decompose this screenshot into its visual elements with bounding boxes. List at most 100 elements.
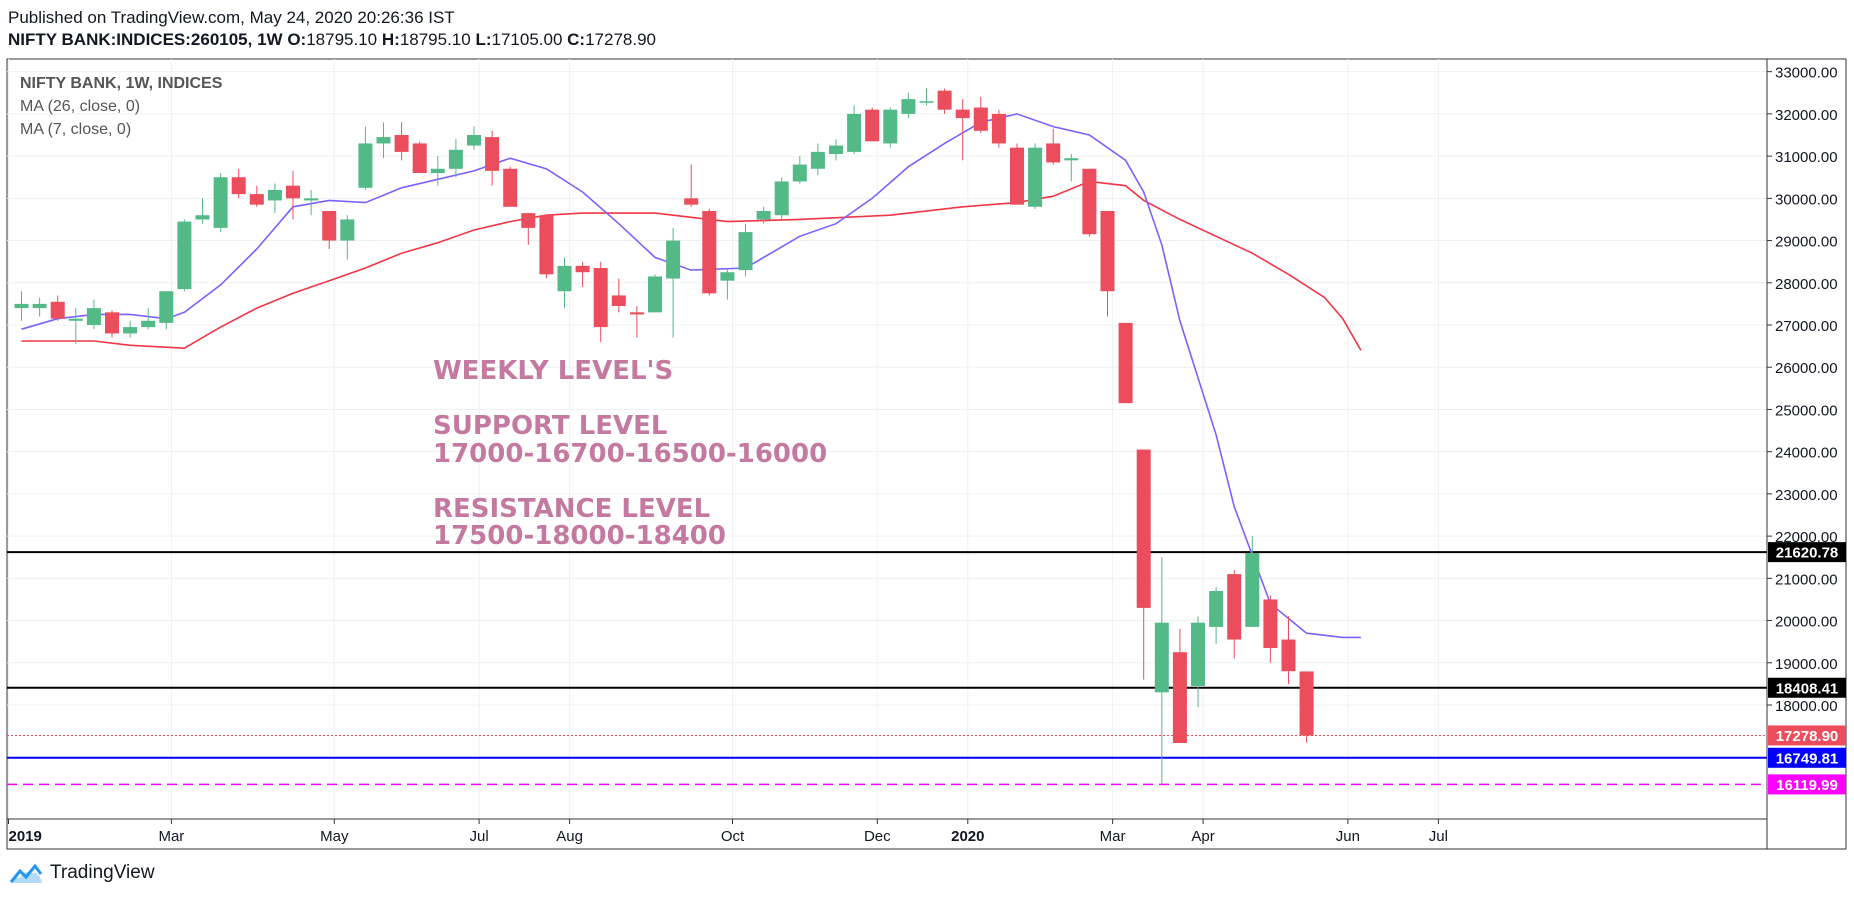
- candle-body-59: [1082, 168, 1097, 235]
- chart-frame: [6, 58, 1847, 850]
- x-tick-label-11: Jul: [1429, 828, 1448, 845]
- legend-ma26: MA (26, close, 0): [20, 98, 140, 115]
- candle-58: [1064, 154, 1079, 182]
- candle-body-3: [68, 318, 83, 321]
- level-badge-4: [1768, 774, 1846, 795]
- candle-18: [340, 215, 355, 260]
- tradingview-label: TradingView: [50, 862, 155, 883]
- candle-13: [249, 185, 264, 207]
- candle-body-64: [1172, 652, 1187, 743]
- candle-body-40: [738, 232, 753, 271]
- candle-52: [955, 99, 970, 161]
- candle-body-51: [937, 90, 952, 110]
- candle-body-54: [991, 113, 1006, 144]
- level-label-1: 18408.41: [1776, 680, 1839, 697]
- candle-body-43: [792, 164, 807, 182]
- candle-32: [593, 261, 608, 342]
- candle-body-45: [829, 145, 843, 154]
- candle-67: [1227, 569, 1242, 659]
- ma7-line: [21, 113, 1361, 639]
- candle-37: [684, 164, 699, 207]
- y-tick-label-24000: 24000.00: [1775, 445, 1838, 462]
- candle-body-61: [1118, 322, 1133, 404]
- candle-59: [1082, 168, 1097, 237]
- candle-7: [141, 308, 156, 330]
- candle-body-5: [105, 312, 119, 334]
- open-value: 18795.10: [306, 30, 378, 49]
- candle-body-41: [756, 211, 771, 220]
- candle-body-36: [666, 240, 681, 279]
- y-tick-label-33000: 33000.00: [1775, 65, 1838, 82]
- candle-36: [666, 227, 681, 338]
- candle-body-21: [394, 135, 409, 152]
- candle-body-46: [847, 113, 862, 152]
- level-label-3: 16749.81: [1776, 750, 1839, 767]
- candle-8: [159, 291, 174, 330]
- candle-29: [539, 215, 554, 279]
- candle-body-56: [1028, 147, 1043, 207]
- candle-63: [1154, 557, 1169, 785]
- x-tick-label-6: Dec: [864, 828, 891, 845]
- support-title: SUPPORT LEVEL: [433, 411, 667, 441]
- candle-38: [702, 208, 717, 296]
- candle-body-68: [1245, 553, 1260, 627]
- legend-ma7: MA (7, close, 0): [20, 121, 131, 138]
- candle-62: [1136, 449, 1151, 680]
- candle-14: [267, 183, 282, 214]
- candles: [14, 88, 1314, 785]
- candle-16: [304, 189, 319, 216]
- candle-body-55: [1010, 147, 1024, 205]
- candle-body-33: [611, 295, 626, 306]
- candle-69: [1263, 595, 1278, 663]
- candle-1: [32, 297, 47, 317]
- candle-body-24: [448, 149, 463, 169]
- y-tick-label-28000: 28000.00: [1775, 276, 1838, 293]
- candle-70: [1281, 616, 1296, 684]
- candle-body-44: [810, 151, 825, 169]
- candle-23: [430, 156, 445, 186]
- x-tick-label-8: Mar: [1100, 828, 1126, 845]
- level-badge-3: [1768, 747, 1846, 768]
- candle-body-0: [14, 303, 29, 309]
- candle-11: [213, 173, 228, 233]
- candle-17: [322, 211, 337, 249]
- candle-57: [1046, 128, 1061, 165]
- candle-body-12: [231, 177, 246, 195]
- candle-35: [648, 274, 662, 313]
- candle-body-10: [195, 215, 210, 220]
- candle-49: [901, 92, 916, 119]
- level-lines: [7, 551, 1767, 786]
- candle-34: [629, 306, 644, 338]
- candle-54: [991, 109, 1006, 148]
- candle-3: [68, 308, 83, 344]
- candle-body-37: [684, 198, 699, 205]
- y-tick-label-26000: 26000.00: [1775, 360, 1838, 377]
- candle-5: [105, 310, 119, 338]
- time-axis[interactable]: 2019 Mar May Jul Aug Oct Dec 2020 Mar Apr Jun Jul: [8, 819, 1448, 845]
- candle-15: [286, 170, 300, 220]
- high-value: 18795.10: [399, 30, 471, 49]
- candle-body-65: [1191, 622, 1205, 686]
- candle-12: [231, 168, 246, 199]
- candle-9: [177, 219, 192, 292]
- level-label-2: 17278.90: [1776, 728, 1839, 745]
- price-axis[interactable]: 18000.00 19000.00 20000.00 21000.00 22000.00…: [1767, 65, 1838, 715]
- symbol-label: NIFTY BANK:INDICES:260105, 1W: [8, 30, 283, 49]
- candle-body-49: [901, 99, 916, 114]
- candle-55: [1010, 143, 1024, 205]
- y-tick-label-19000: 19000.00: [1775, 656, 1838, 673]
- level-label-4: 16119.99: [1776, 777, 1838, 794]
- y-tick-label-27000: 27000.00: [1775, 318, 1838, 335]
- annotation-title: WEEKLY LEVEL'S: [433, 356, 673, 386]
- tradingview-brand[interactable]: TradingView: [8, 862, 155, 884]
- candle-body-26: [485, 137, 500, 171]
- candle-24: [448, 139, 463, 178]
- candle-body-16: [304, 198, 319, 201]
- x-tick-label-10: Jun: [1336, 828, 1360, 845]
- candle-body-50: [919, 101, 934, 103]
- candle-body-7: [141, 320, 156, 328]
- candle-body-57: [1046, 143, 1061, 163]
- candle-body-11: [213, 177, 228, 228]
- candle-46: [847, 105, 862, 154]
